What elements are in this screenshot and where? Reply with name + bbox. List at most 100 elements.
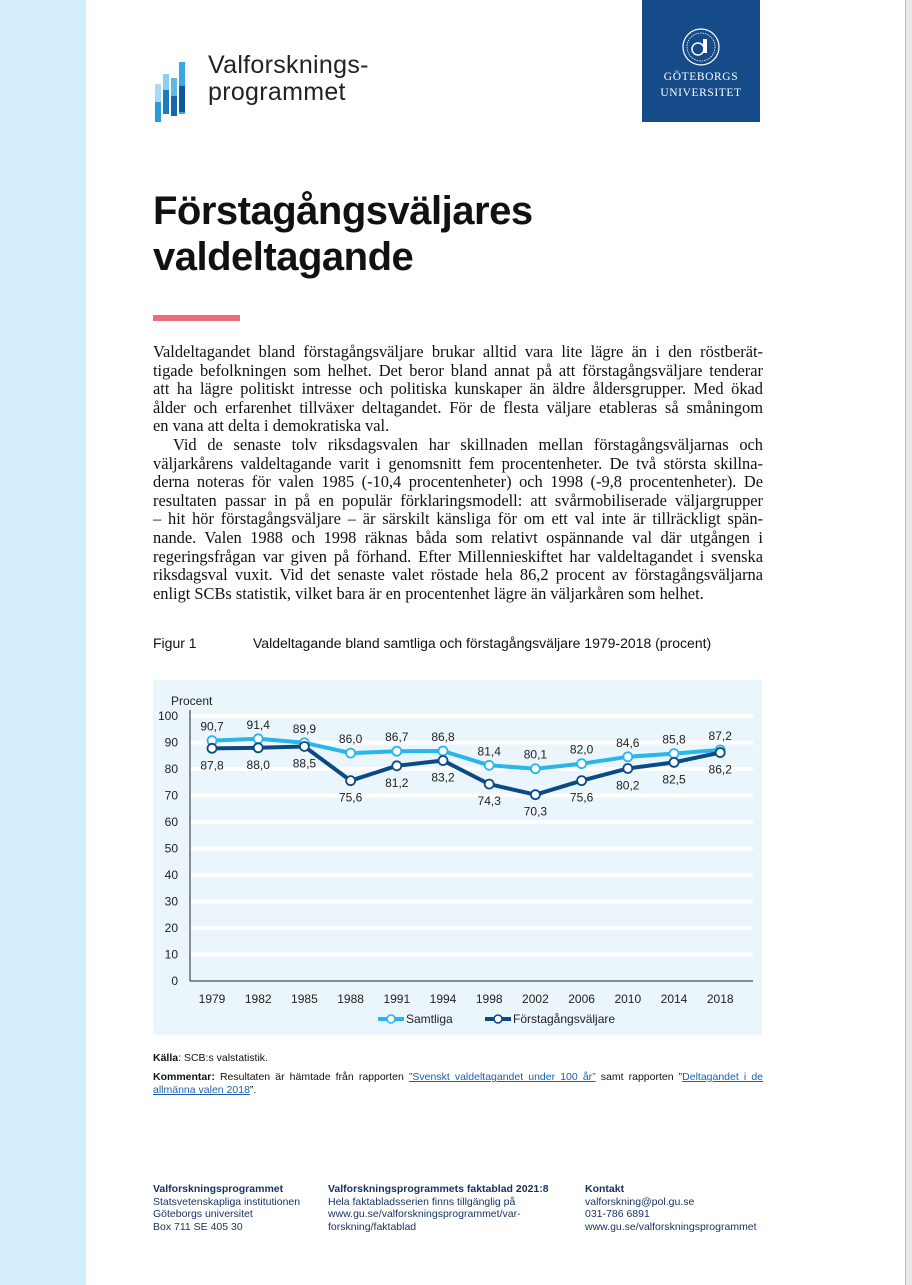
text-line: att ha lägre politiskt intresse och poli… bbox=[153, 379, 763, 399]
page-title: Förstagångsväljares valdeltagande bbox=[153, 188, 533, 280]
data-point bbox=[576, 758, 588, 770]
text-line: – hit hör förstagångsväljare – är särski… bbox=[153, 509, 763, 529]
data-point bbox=[298, 741, 310, 752]
data-label: 75,6 bbox=[339, 791, 363, 805]
series-line-forstagangsvaljare bbox=[211, 744, 721, 797]
data-label: 90,7 bbox=[200, 720, 224, 734]
data-label: 82,0 bbox=[570, 743, 594, 757]
left-margin-band bbox=[0, 0, 86, 1285]
data-label: 88,5 bbox=[293, 756, 317, 770]
data-label: 80,1 bbox=[524, 748, 548, 762]
y-tick-label: 10 bbox=[165, 948, 179, 962]
data-point bbox=[206, 742, 218, 754]
footer-col-program: Valforskningsprogrammet Statsvetenskapli… bbox=[153, 1183, 300, 1233]
footer-link[interactable]: www.gu.se/valforskningsprogrammet/var- bbox=[328, 1208, 521, 1220]
data-point bbox=[622, 763, 634, 774]
data-label: 91,4 bbox=[247, 718, 271, 732]
data-point bbox=[391, 745, 403, 757]
data-point bbox=[437, 755, 449, 766]
y-tick-label: 40 bbox=[165, 868, 179, 882]
footer-link[interactable]: forskning/faktablad bbox=[328, 1220, 417, 1233]
text-line: enligt SCBs statistik, vilket bara är en… bbox=[153, 583, 704, 603]
text-line: tigade befolkningen som helhet. Det bero… bbox=[153, 360, 763, 380]
data-label: 86,8 bbox=[431, 730, 455, 744]
y-axis-label: Procent bbox=[171, 694, 213, 708]
y-tick-label: 80 bbox=[165, 762, 179, 776]
data-point bbox=[622, 751, 634, 763]
report-link-deltagandet-2018[interactable]: Deltagandet i de allmänna valen 2018 bbox=[153, 1071, 763, 1096]
contact-website[interactable]: www.gu.se/valforskningsprogrammet bbox=[585, 1220, 757, 1233]
y-tick-label: 70 bbox=[165, 789, 179, 803]
figure-label: Figur 1 bbox=[153, 635, 197, 651]
text-line: derna noteras för valen 1985 (-10,4 proc… bbox=[153, 472, 763, 492]
contact-phone: 031-786 6891 bbox=[585, 1208, 650, 1220]
title-line2: valdeltagande bbox=[153, 235, 414, 279]
footer-col-contact: Kontakt valforskning@pol.gu.se 031-786 6… bbox=[585, 1183, 757, 1233]
x-tick-label: 2014 bbox=[661, 992, 688, 1006]
data-label: 81,4 bbox=[478, 744, 502, 758]
legend-marker bbox=[386, 1014, 396, 1024]
data-point bbox=[252, 733, 264, 745]
x-tick-label: 1988 bbox=[337, 992, 364, 1006]
accent-bar bbox=[153, 315, 240, 321]
x-tick-label: 1998 bbox=[476, 992, 503, 1006]
y-tick-label: 60 bbox=[165, 815, 179, 829]
x-tick-label: 1985 bbox=[291, 992, 318, 1006]
paragraph-1: Valdeltagandet bland förstagångsväljare … bbox=[153, 342, 763, 436]
footer-line: Statsvetenskapliga institutionen bbox=[153, 1195, 301, 1208]
university-name-line2: UNIVERSITET bbox=[660, 87, 742, 99]
legend-label: Förstagångsväljare bbox=[513, 1012, 615, 1026]
source-line: Källa: SCB:s valstatistik. bbox=[153, 1052, 763, 1065]
y-tick-label: 20 bbox=[165, 921, 179, 935]
data-point bbox=[668, 748, 680, 760]
footer-heading: Valforskningsprogrammets faktablad 2021:… bbox=[328, 1183, 549, 1195]
comment-text: Resultaten är hämtade från rapporten bbox=[214, 1071, 409, 1083]
data-label: 80,2 bbox=[616, 778, 640, 792]
text-line: regeringsfrågan var given på förhand. Ef… bbox=[153, 546, 763, 566]
data-point bbox=[252, 742, 264, 754]
data-point bbox=[391, 760, 403, 772]
valforskningsprogrammet-logo: Valforsknings- programmet bbox=[153, 52, 393, 124]
contact-email[interactable]: valforskning@pol.gu.se bbox=[585, 1195, 695, 1208]
comment-text: ”. bbox=[249, 1084, 257, 1096]
comment-label: Kommentar: bbox=[153, 1071, 215, 1083]
paragraph-2: Vid de senaste tolv riksdagsvalen har sk… bbox=[153, 435, 763, 603]
data-label: 84,6 bbox=[616, 736, 640, 750]
text-line: en vana att delta i demokratiska val. bbox=[153, 416, 390, 436]
data-label: 87,2 bbox=[709, 729, 733, 743]
y-tick-label: 100 bbox=[158, 709, 178, 723]
x-tick-label: 2018 bbox=[707, 992, 734, 1006]
data-label: 87,8 bbox=[200, 758, 224, 772]
data-label: 88,0 bbox=[247, 758, 271, 772]
data-label: 86,0 bbox=[339, 732, 363, 746]
data-label: 81,2 bbox=[385, 776, 409, 790]
data-point bbox=[529, 763, 541, 775]
text-line: riksdagsval vuxit. Vid det senaste valet… bbox=[153, 565, 763, 585]
data-point bbox=[437, 745, 449, 757]
data-label: 82,5 bbox=[662, 772, 686, 786]
data-point bbox=[345, 747, 357, 759]
footer-heading: Kontakt bbox=[585, 1183, 625, 1195]
data-point bbox=[576, 775, 588, 787]
x-tick-label: 1991 bbox=[383, 992, 410, 1006]
y-tick-label: 0 bbox=[171, 974, 178, 988]
data-point bbox=[483, 778, 495, 790]
text-line: ålder och erfarenhet tillväxer deltagand… bbox=[153, 397, 763, 417]
y-tick-label: 90 bbox=[165, 736, 179, 750]
x-tick-label: 2002 bbox=[522, 992, 549, 1006]
figure-caption: Valdeltagande bland samtliga och förstag… bbox=[253, 635, 712, 651]
data-label: 74,3 bbox=[478, 794, 502, 808]
data-point bbox=[714, 747, 726, 758]
x-tick-label: 1979 bbox=[199, 992, 226, 1006]
data-label: 83,2 bbox=[431, 771, 455, 785]
x-tick-label: 1982 bbox=[245, 992, 272, 1006]
line-chart: 0 10 20 30 40 50 60 70 80 90 100 Procent 1979 1982 198… bbox=[153, 680, 762, 1035]
logo-text-line2: programmet bbox=[208, 78, 346, 106]
report-link-svenskt-valdeltagande[interactable]: ”Svenskt valdeltagandet under 100 år” bbox=[408, 1071, 596, 1083]
university-seal-icon bbox=[682, 28, 720, 66]
series-line-samtliga bbox=[211, 736, 721, 771]
goteborgs-universitet-logo: GÖTEBORGS UNIVERSITET bbox=[642, 0, 760, 122]
x-tick-label: 2010 bbox=[614, 992, 641, 1006]
data-label: 89,9 bbox=[293, 722, 317, 736]
data-label: 85,8 bbox=[662, 733, 686, 747]
